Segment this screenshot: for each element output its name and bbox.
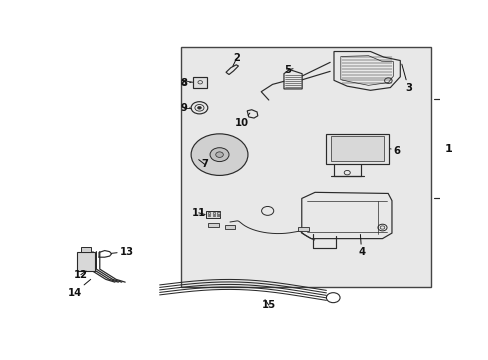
Circle shape [197,107,201,109]
Text: 15: 15 [261,300,275,310]
Text: 14: 14 [67,279,90,298]
Circle shape [210,148,228,162]
Text: 11: 11 [191,208,205,218]
Bar [224,225,235,229]
Bar [208,222,218,227]
Bar [180,48,430,287]
Bar [212,212,215,214]
Bar [81,247,91,252]
Bar [217,212,219,214]
Bar [326,134,388,164]
Text: 8: 8 [180,78,191,88]
Text: 5: 5 [284,65,292,75]
Text: 3: 3 [401,64,411,93]
Bar [208,215,210,216]
Bar [77,252,95,271]
Text: 10: 10 [235,113,249,128]
Bar [217,215,219,216]
Bar [193,77,207,87]
Text: 6: 6 [389,146,400,156]
Text: 13: 13 [111,247,134,257]
Bar [298,227,308,231]
Text: 1: 1 [444,144,452,153]
Text: 12: 12 [74,270,88,280]
Circle shape [215,152,223,157]
Text: 7: 7 [198,159,208,169]
Text: 2: 2 [232,53,240,66]
Text: 9: 9 [180,103,189,113]
Bar [330,136,384,161]
Text: 4: 4 [357,234,365,257]
Bar [208,212,210,214]
Bar [181,80,185,84]
Bar [212,215,215,216]
Bar [205,211,220,219]
Circle shape [191,134,247,175]
